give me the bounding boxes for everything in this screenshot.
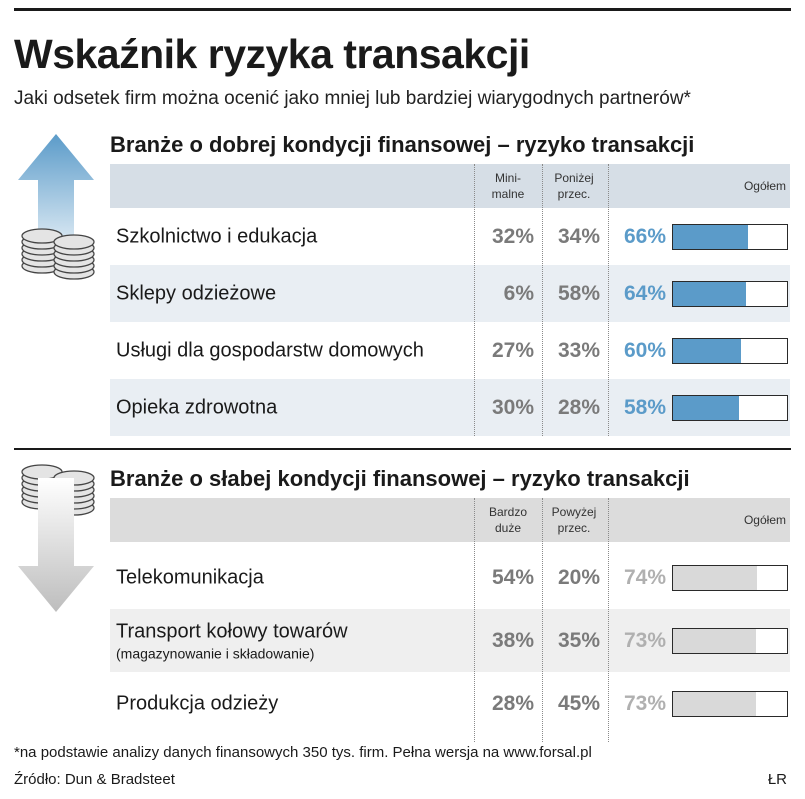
row-label: Szkolnictwo i edukacja (116, 225, 317, 248)
page-subtitle: Jaki odsetek firm można ocenić jako mnie… (14, 88, 691, 109)
value-v2: 58% (557, 281, 600, 305)
value-v2: 45% (557, 691, 600, 715)
table-row: Usługi dla gospodarstw domowych 27% 33% 60% (110, 322, 790, 379)
table-row: Produkcja odzieży 28% 45% 73% (110, 672, 790, 735)
value-v3: 58% (623, 395, 666, 419)
row-label: Transport kołowy towarów (magazynowanie i… (116, 620, 348, 661)
col-header-1: Mini-malne (491, 171, 525, 201)
row-label-note: (magazynowanie i składowanie) (116, 645, 315, 661)
value-v1: 27% (491, 338, 534, 362)
value-v1: 32% (491, 224, 534, 248)
value-v3: 74% (623, 565, 666, 589)
column-separator (542, 164, 543, 436)
total-bar (672, 690, 788, 717)
table-row: Sklepy odzieżowe 6% 58% 64% (110, 265, 790, 322)
col-header-2: Powyżej przec. (551, 505, 597, 535)
value-v3: 73% (623, 628, 666, 652)
author-initials: ŁR (767, 771, 787, 788)
section-title-good: Branże o dobrej kondycji finansowej – ry… (110, 132, 695, 157)
row-label-text: Transport kołowy towarów (116, 620, 348, 642)
table-row: Szkolnictwo i edukacja 32% 34% 66% (110, 208, 790, 265)
value-v1: 38% (491, 628, 534, 652)
table-header-good: Mini-malne Poniżej przec. Ogółem (110, 164, 790, 208)
row-label-text: Sklepy odzieżowe (116, 282, 277, 304)
value-v2: 28% (557, 395, 600, 419)
row-label: Telekomunikacja (116, 566, 264, 589)
table-header-weak: Bardzo duże Powyżej przec. Ogółem (110, 498, 790, 542)
total-bar-fill (673, 281, 746, 306)
coins-icon (21, 228, 95, 280)
row-label-text: Produkcja odzieży (116, 692, 279, 714)
total-bar-fill (673, 628, 757, 653)
total-bar (672, 280, 788, 307)
table-row: Transport kołowy towarów (magazynowanie i… (110, 609, 790, 672)
value-v3: 60% (623, 338, 666, 362)
footnote: *na podstawie analizy danych finansowych… (14, 744, 592, 761)
total-bar (672, 223, 788, 250)
value-v3: 64% (623, 281, 666, 305)
section-divider (14, 448, 791, 450)
value-v1: 30% (491, 395, 534, 419)
value-v2: 33% (557, 338, 600, 362)
row-label-text: Opieka zdrowotna (116, 396, 278, 418)
value-v3: 73% (623, 691, 666, 715)
value-v1: 28% (491, 691, 534, 715)
total-bar (672, 627, 788, 654)
table-row: Opieka zdrowotna 30% 28% 58% (110, 379, 790, 436)
total-bar-fill (673, 224, 749, 249)
col-header-1: Bardzo duże (488, 505, 528, 535)
page-title: Wskaźnik ryzyka transakcji (14, 31, 530, 77)
row-label: Opieka zdrowotna (116, 396, 277, 419)
arrow-down-icon (18, 478, 94, 612)
column-separator (542, 498, 543, 742)
value-v1: 54% (491, 565, 534, 589)
top-rule (14, 8, 791, 11)
total-bar-fill (673, 565, 758, 590)
arrow-up-icon (18, 134, 94, 274)
row-label: Sklepy odzieżowe (116, 282, 276, 305)
col-header-2: Poniżej przec. (554, 171, 594, 201)
source-note: Źródło: Dun & Bradsteet (14, 771, 175, 788)
row-label-text: Szkolnictwo i edukacja (116, 225, 318, 247)
col-header-3: Ogółem (743, 179, 786, 193)
column-separator (608, 498, 609, 742)
total-bar (672, 564, 788, 591)
col-header-3: Ogółem (743, 513, 786, 527)
total-bar-fill (673, 395, 740, 420)
table-row: Telekomunikacja 54% 20% 74% (110, 546, 790, 609)
row-label: Usługi dla gospodarstw domowych (116, 339, 424, 362)
column-separator (474, 498, 475, 742)
value-v1: 6% (503, 281, 534, 305)
column-separator (608, 164, 609, 436)
total-bar-fill (673, 338, 742, 363)
total-bar (672, 394, 788, 421)
section-title-weak: Branże o słabej kondycji finansowej – ry… (110, 466, 690, 491)
value-v2: 20% (557, 565, 600, 589)
row-label-text: Usługi dla gospodarstw domowych (116, 339, 424, 361)
total-bar-fill (673, 691, 757, 716)
row-label: Produkcja odzieży (116, 692, 278, 715)
row-label-text: Telekomunikacja (116, 566, 264, 588)
value-v2: 34% (557, 224, 600, 248)
value-v2: 35% (557, 628, 600, 652)
total-bar (672, 337, 788, 364)
value-v3: 66% (623, 224, 666, 248)
column-separator (474, 164, 475, 436)
